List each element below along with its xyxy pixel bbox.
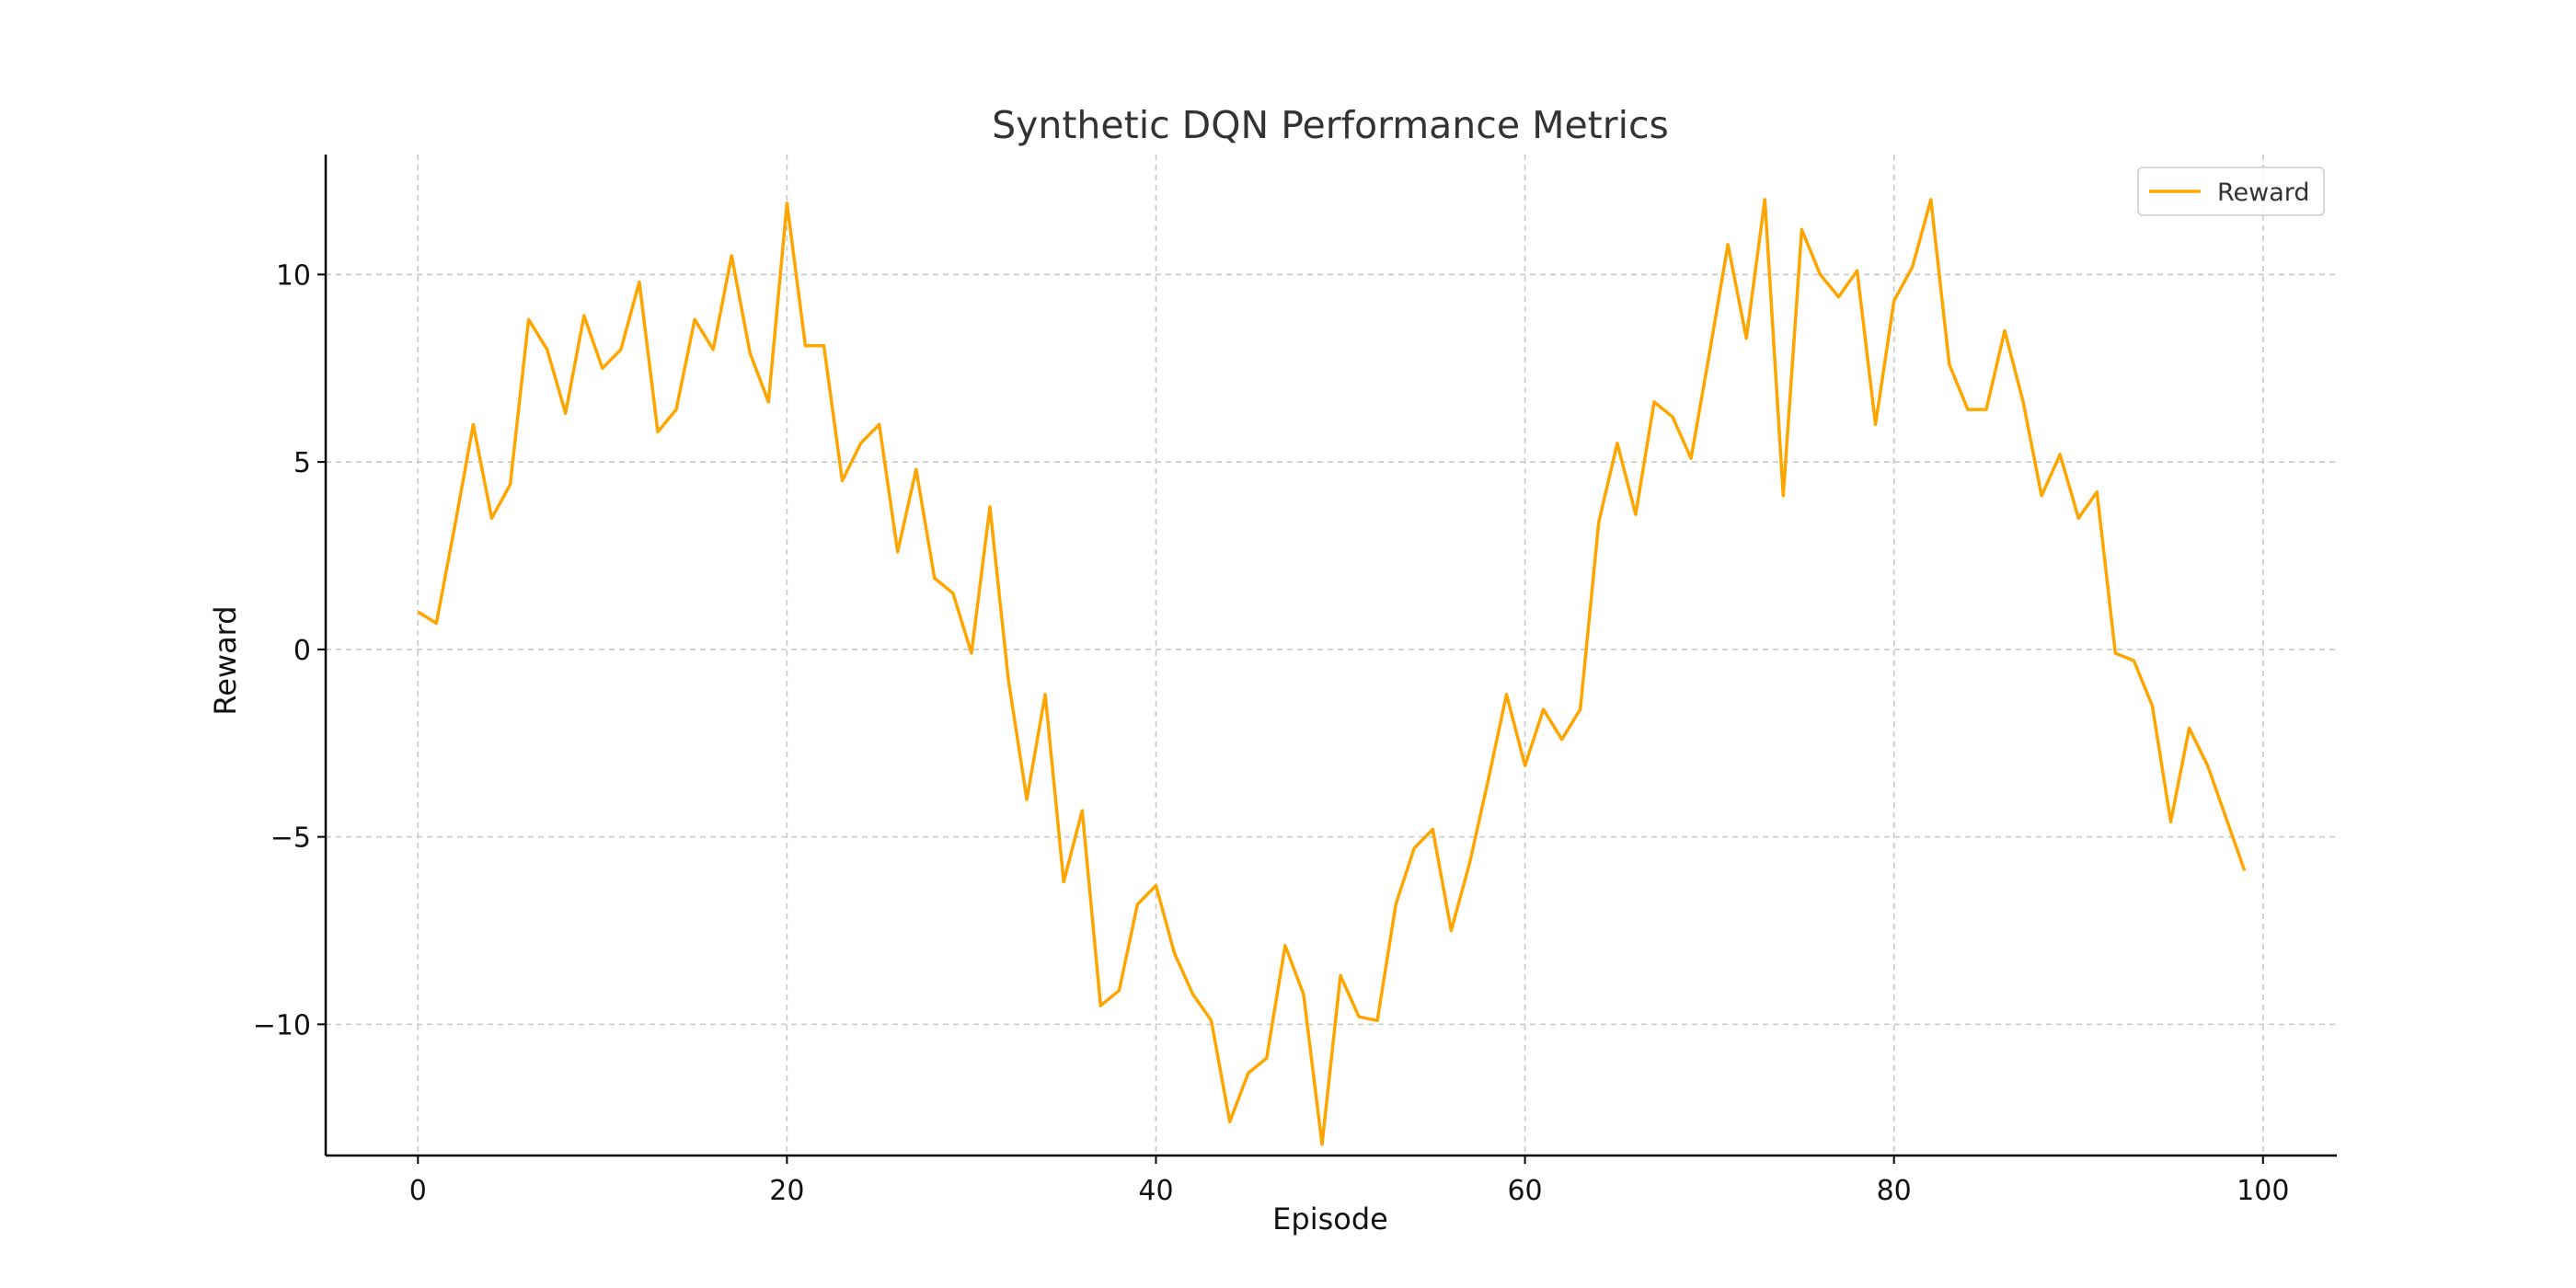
y-tick-label: 0	[293, 635, 311, 667]
chart-title: Synthetic DQN Performance Metrics	[992, 103, 1669, 147]
y-axis-ticks: −10 −5 0 5 10	[253, 259, 326, 1041]
y-tick-label: −10	[253, 1009, 311, 1041]
legend-label: Reward	[2217, 178, 2310, 207]
x-axis-label: Episode	[1272, 1202, 1388, 1236]
x-tick-label: 20	[769, 1175, 804, 1207]
x-tick-label: 100	[2237, 1175, 2289, 1207]
y-axis-label: Reward	[208, 605, 243, 715]
y-tick-label: 10	[276, 259, 311, 292]
legend: Reward	[2137, 167, 2325, 216]
y-tick-label: −5	[270, 822, 311, 855]
x-tick-label: 60	[1507, 1175, 1542, 1207]
x-tick-label: 0	[409, 1175, 427, 1207]
grid-lines	[326, 155, 2337, 1156]
x-tick-label: 80	[1877, 1175, 1912, 1207]
x-axis-ticks: 0 20 40 60 80 100	[409, 1156, 2289, 1207]
legend-box	[2137, 167, 2325, 216]
x-tick-label: 40	[1138, 1175, 1173, 1207]
y-tick-label: 5	[293, 447, 311, 479]
reward-series-line	[417, 198, 2247, 1146]
series-group	[417, 198, 2247, 1146]
